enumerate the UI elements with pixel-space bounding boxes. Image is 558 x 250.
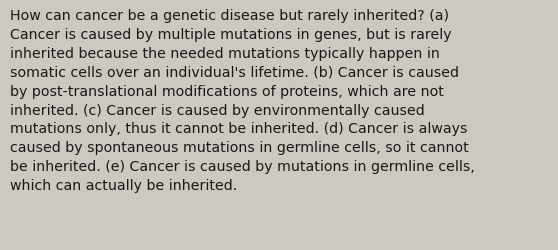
- Text: How can cancer be a genetic disease but rarely inherited? (a)
Cancer is caused b: How can cancer be a genetic disease but …: [10, 9, 475, 192]
